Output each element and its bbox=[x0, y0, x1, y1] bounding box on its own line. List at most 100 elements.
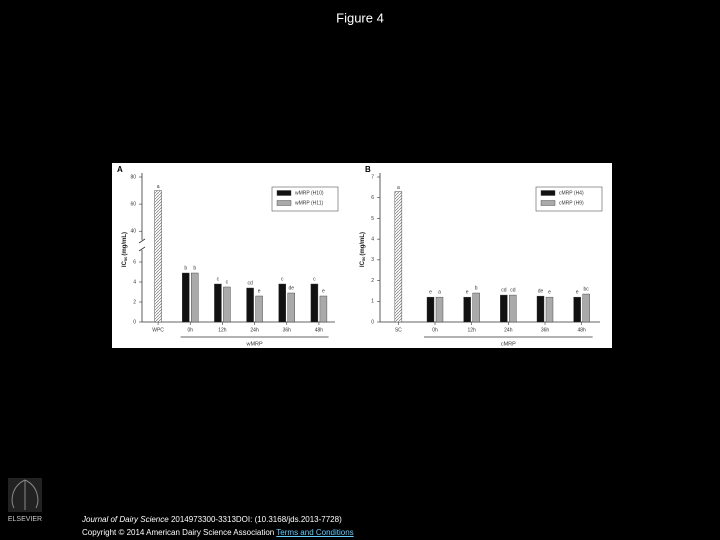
y-tick-label: 7 bbox=[371, 174, 374, 180]
significance-letter: e bbox=[548, 289, 551, 295]
bar bbox=[182, 272, 190, 323]
x-tick-label: 48h bbox=[577, 327, 586, 333]
legend-swatch bbox=[276, 190, 292, 196]
y-tick-label: 1 bbox=[371, 299, 374, 305]
y-tick-label: 4 bbox=[133, 279, 136, 285]
slide-title: Figure 4 bbox=[336, 10, 384, 25]
bar bbox=[214, 283, 222, 323]
significance-letter: cd bbox=[510, 287, 516, 293]
significance-letter: cd bbox=[501, 287, 507, 293]
bar bbox=[500, 294, 508, 323]
panel-letter: B bbox=[365, 165, 371, 174]
x-tick-label: SC bbox=[395, 327, 402, 333]
bar bbox=[509, 294, 517, 323]
significance-letter: e bbox=[322, 288, 325, 294]
x-tick-label: 0h bbox=[187, 327, 193, 333]
bar bbox=[319, 295, 328, 323]
y-tick-label: 2 bbox=[133, 299, 136, 305]
ylabel-unit: (mg/mL) bbox=[122, 232, 128, 256]
y-tick-label: 6 bbox=[371, 195, 374, 201]
significance-letter: c bbox=[281, 276, 284, 282]
y-tick-label: 6 bbox=[133, 259, 136, 265]
bar bbox=[287, 292, 295, 323]
bar bbox=[472, 292, 480, 323]
significance-letter: bc bbox=[584, 286, 590, 292]
bar bbox=[582, 293, 590, 323]
bar bbox=[573, 296, 581, 323]
ylabel-main: IC bbox=[360, 260, 366, 267]
axis-break bbox=[138, 238, 146, 244]
y-tick-label: 4 bbox=[371, 236, 374, 242]
bar bbox=[223, 286, 231, 323]
x-tick-label: 36h bbox=[541, 327, 550, 333]
control-bar bbox=[394, 191, 403, 323]
group-label: wMRP bbox=[245, 341, 263, 347]
bar bbox=[278, 283, 286, 323]
ylabel-sub: 50 bbox=[361, 256, 366, 261]
bar bbox=[536, 295, 545, 323]
significance-letter: c bbox=[217, 276, 220, 282]
significance-letter: b bbox=[475, 285, 478, 291]
significance-letter: a bbox=[438, 289, 441, 295]
y-tick-label: 0 bbox=[371, 319, 374, 325]
bar bbox=[463, 296, 471, 323]
x-tick-label: 24h bbox=[504, 327, 513, 333]
ylabel-sub: 50 bbox=[123, 256, 128, 261]
significance-letter: cd bbox=[247, 280, 253, 286]
bar bbox=[255, 295, 263, 323]
significance-letter: c bbox=[226, 279, 229, 285]
legend-label: cMRP (H9) bbox=[559, 200, 584, 206]
ylabel-main: IC bbox=[122, 260, 128, 267]
bar bbox=[426, 296, 435, 323]
control-bar bbox=[154, 190, 162, 323]
y-tick-label: 80 bbox=[130, 174, 136, 180]
y-tick-label: 3 bbox=[371, 257, 374, 263]
significance-letter: e bbox=[429, 289, 432, 295]
x-tick-label: 48h bbox=[315, 327, 324, 333]
citation-line: Journal of Dairy Science 2014973300-3313… bbox=[82, 515, 342, 524]
significance-letter: de bbox=[288, 285, 294, 291]
copyright: Copyright © 2014 American Dairy Science … bbox=[82, 528, 275, 537]
group-label: cMRP bbox=[501, 341, 516, 347]
x-tick-label: 36h bbox=[283, 327, 292, 333]
axis-break bbox=[138, 246, 146, 252]
y-tick-label: 60 bbox=[130, 201, 136, 207]
panel-letter: A bbox=[117, 165, 123, 174]
x-tick-label: WPC bbox=[152, 327, 164, 333]
ylabel-unit: (mg/mL) bbox=[360, 232, 366, 256]
bar bbox=[545, 296, 554, 323]
y-tick-label: 2 bbox=[371, 278, 374, 284]
y-axis-label: IC50(mg/mL) bbox=[360, 232, 366, 267]
significance-letter: e bbox=[576, 289, 579, 295]
copyright-line: Copyright © 2014 American Dairy Science … bbox=[82, 528, 354, 537]
bar bbox=[191, 272, 199, 323]
significance-letter: a bbox=[157, 184, 160, 190]
legend-label: wMRP (H11) bbox=[295, 200, 323, 206]
bar bbox=[246, 287, 254, 323]
y-axis-label: IC50(mg/mL) bbox=[122, 232, 128, 267]
legend-label: wMRP (H10) bbox=[295, 190, 324, 196]
bar bbox=[310, 283, 319, 323]
significance-letter: c bbox=[313, 276, 316, 282]
citation: 2014973300-3313DOI: (10.3168/jds.2013-77… bbox=[168, 515, 342, 524]
y-tick-label: 0 bbox=[133, 319, 136, 325]
bar bbox=[435, 296, 444, 323]
x-tick-label: 24h bbox=[250, 327, 259, 333]
legend-swatch bbox=[540, 200, 556, 206]
significance-letter: e bbox=[466, 289, 469, 295]
y-tick-label: 40 bbox=[130, 229, 136, 235]
x-tick-label: 12h bbox=[218, 327, 227, 333]
significance-letter: de bbox=[538, 288, 544, 294]
legend-swatch bbox=[276, 200, 292, 206]
legend-swatch bbox=[540, 190, 556, 196]
significance-letter: a bbox=[397, 185, 400, 191]
terms-link[interactable]: Terms and Conditions bbox=[276, 528, 354, 537]
x-tick-label: 12h bbox=[467, 327, 476, 333]
publisher: ELSEVIER bbox=[8, 516, 42, 523]
y-tick-label: 5 bbox=[371, 216, 374, 222]
significance-letter: b bbox=[193, 265, 196, 271]
x-tick-label: 0h bbox=[432, 327, 438, 333]
elsevier-logo bbox=[8, 478, 42, 512]
